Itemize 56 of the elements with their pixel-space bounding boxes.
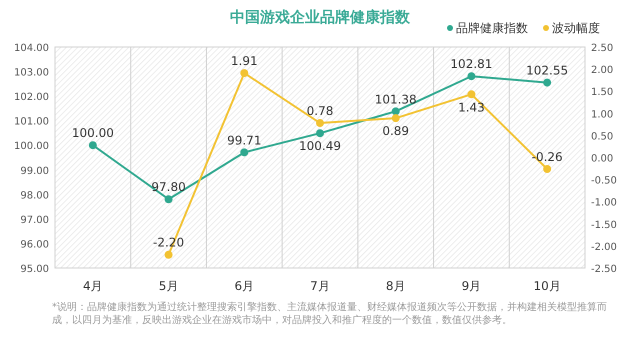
data-label: 100.00 (72, 126, 114, 140)
y-tick-label: 99.00 (20, 166, 49, 177)
y-tick-label: 102.00 (14, 92, 49, 104)
x-tick-label: 9月 (462, 279, 482, 293)
y-tick-label: 95.00 (20, 264, 49, 275)
y2-tick-label: -1.50 (591, 220, 617, 231)
point (392, 114, 400, 122)
data-label: 100.49 (299, 139, 341, 154)
data-label: 1.43 (458, 100, 485, 114)
y2-tick-label: 0.50 (591, 131, 614, 142)
legend-label: 品牌健康指数 (456, 21, 528, 35)
y-tick-label: 98.00 (20, 190, 49, 202)
y-tick-label: 101.00 (14, 116, 49, 128)
y-tick-label: 103.00 (14, 68, 49, 79)
point (88, 141, 97, 150)
point (164, 250, 173, 259)
point (543, 78, 552, 87)
data-label: 1.91 (230, 54, 258, 68)
x-tick-label: 8月 (386, 279, 406, 293)
point (316, 129, 324, 138)
data-label: 99.71 (227, 133, 262, 148)
point (467, 72, 476, 80)
text: *说明：品牌健康指数为通过统计整理搜索引擎指数、主流媒体报道量、财经媒体报道频次等公开数据，并构建相关模型推算而成，以四月为基准，反映出游戏企业在游戏市场中，对品牌投入和推广程度的一个数值，数值仅供参考。 (52, 301, 608, 327)
y2-tick-label: 1.50 (591, 87, 614, 98)
y-tick-label: 97.00 (20, 214, 49, 226)
point (543, 164, 552, 173)
y2-tick-label: -0.50 (591, 176, 617, 187)
y-tick-label: 100.00 (14, 141, 49, 152)
point (164, 195, 173, 204)
y2-tick-label: -2.50 (591, 264, 617, 275)
data-label: 0.78 (306, 104, 334, 118)
y-tick-label: 104.00 (14, 43, 49, 54)
y-tick-label: 96.00 (20, 239, 49, 250)
y2-tick-label: 1.00 (591, 109, 614, 120)
data-label: 102.55 (526, 64, 568, 78)
y2-tick-label: 2.00 (591, 65, 614, 76)
x-tick-label: 5月 (158, 279, 178, 293)
point (240, 69, 248, 78)
x-tick-label: 7月 (310, 279, 330, 293)
data-label: 97.80 (151, 180, 186, 194)
chart-title: 中国游戏企业品牌健康指数 (230, 8, 411, 26)
x-tick-label: 10月 (534, 279, 561, 293)
point (316, 119, 324, 128)
y2-tick-label: 0.00 (591, 154, 614, 164)
legend-label: 波动幅度 (552, 21, 600, 35)
data-label: 0.89 (382, 124, 410, 138)
y2-tick-label: -1.00 (591, 198, 617, 209)
data-label: 101.38 (374, 92, 417, 106)
x-tick-label: 6月 (234, 279, 254, 293)
point (467, 90, 476, 98)
y2-tick-label: -2.00 (591, 242, 617, 253)
point (392, 107, 400, 116)
data-label: 102.81 (450, 57, 492, 72)
point (240, 148, 248, 156)
x-tick-label: 4月 (83, 279, 103, 293)
y2-tick-label: 2.50 (591, 43, 614, 54)
